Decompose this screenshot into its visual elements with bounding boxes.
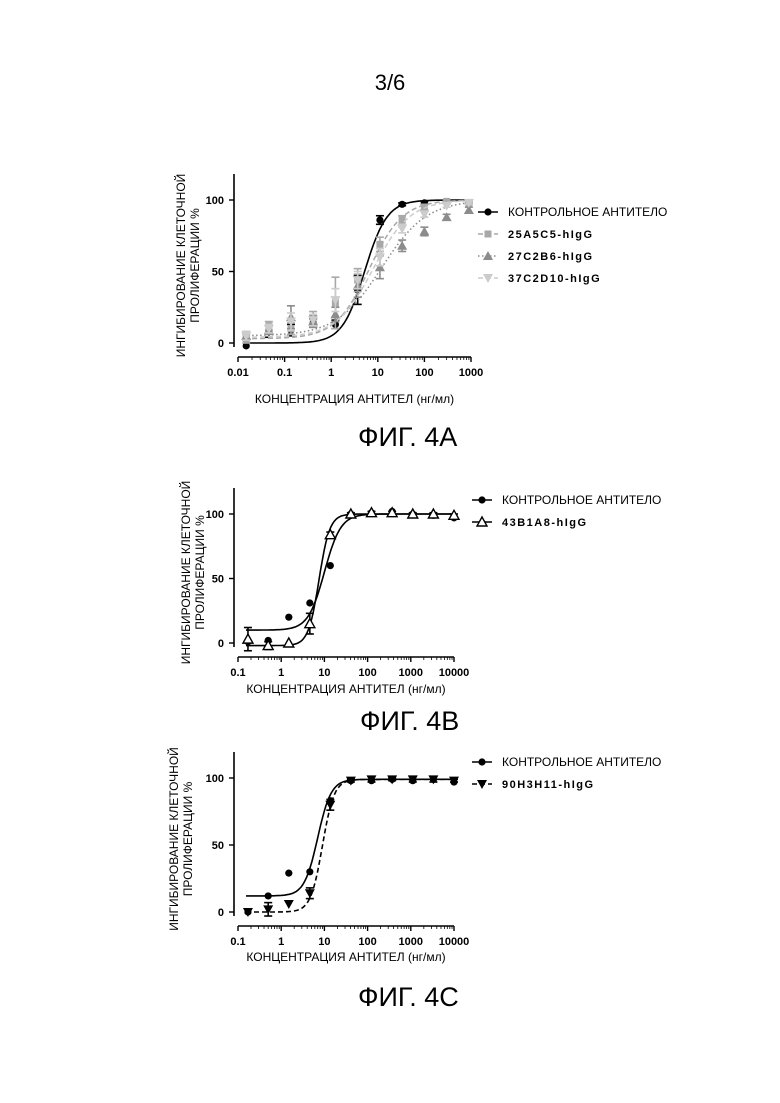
x-tick-label: 1000: [399, 936, 423, 948]
x-tick-label: 10000: [439, 936, 470, 948]
y-axis-title-line2: ПРОЛИФЕРАЦИИ %: [193, 515, 207, 630]
x-tick-label: 0.1: [230, 667, 245, 679]
data-point-s2: [243, 634, 253, 643]
data-point-s1: [399, 201, 406, 208]
y-axis-title-line1: ИНГИБИРОВАНИЕ КЛЕТОЧНОЙ: [166, 747, 181, 931]
x-tick-label: 10: [318, 936, 330, 948]
x-tick-label: 10: [372, 367, 384, 379]
y-tick-label: 50: [212, 574, 224, 586]
legend-label-1: КОНТРОЛЬНОЕ АНТИТЕЛО: [502, 493, 661, 507]
x-tick-label: 0.1: [230, 936, 245, 948]
x-tick-label: 100: [358, 667, 376, 679]
fit-curve-1: [246, 779, 454, 896]
x-tick-label: 1000: [459, 367, 483, 379]
y-tick-label: 100: [206, 195, 224, 207]
data-point-s4: [375, 253, 385, 262]
data-point-s2: [376, 241, 383, 248]
y-tick-label: 100: [206, 773, 224, 785]
y-axis-title-line1: ИНГИБИРОВАНИЕ КЛЕТОЧНОЙ: [173, 174, 188, 358]
data-point-s2: [263, 905, 273, 914]
y-tick-label: 50: [212, 840, 224, 852]
legend-marker-2: [485, 231, 492, 238]
y-tick-label: 0: [218, 338, 224, 350]
data-point-s1: [376, 216, 383, 223]
x-axis-title: КОНЦЕНТРАЦИЯ АНТИТЕЛ (нг/мл): [246, 682, 445, 696]
legend-marker-1: [484, 208, 491, 215]
fit-curve-2: [246, 779, 454, 912]
y-tick-label: 100: [206, 509, 224, 521]
legend-marker-2: [477, 780, 487, 789]
x-tick-label: 1000: [399, 667, 423, 679]
figure-4a-caption: ФИГ. 4А: [358, 422, 457, 453]
x-tick-label: 1: [278, 936, 284, 948]
figure-4a-panel: 0 50 100 0.01 0.1 1 10 100 1000 КОНЦЕНТРАЦИЯ АНТИ…: [0, 160, 780, 460]
y-tick-label: 0: [218, 638, 224, 650]
data-point-s1: [265, 892, 272, 899]
legend-label-3: 27C2B6-hIgG: [508, 251, 594, 263]
data-point-s2: [305, 889, 315, 898]
x-tick-label: 1: [278, 667, 284, 679]
data-point-s2: [305, 619, 315, 628]
data-point-s4: [442, 202, 452, 211]
fit-curve-1: [246, 514, 454, 630]
data-point-s3: [397, 241, 407, 250]
data-point-s2: [284, 900, 294, 909]
legend-marker-4: [483, 274, 493, 283]
figure-4c-panel: 0 50 100 0.1 1 10 100 1000 10000 КОНЦЕНТРАЦИЯ АНТ…: [0, 740, 780, 1030]
data-point-s2: [399, 217, 406, 224]
x-tick-label: 100: [358, 936, 376, 948]
x-tick-label: 10: [318, 667, 330, 679]
legend-label-2: 43B1A8-hIgG: [502, 517, 588, 529]
x-tick-label: 10000: [439, 667, 470, 679]
y-tick-label: 50: [212, 267, 224, 279]
data-point-s2: [284, 638, 294, 647]
figure-4b-caption: ФИГ. 4В: [360, 706, 459, 737]
x-tick-label: 1: [328, 367, 334, 379]
y-tick-label: 0: [218, 907, 224, 919]
x-tick-label: 0.01: [227, 367, 248, 379]
data-point-s1: [285, 870, 292, 877]
data-point-s1: [285, 614, 292, 621]
data-point-s1: [306, 599, 313, 606]
y-axis-title-line2: ПРОЛИФЕРАЦИИ %: [181, 781, 195, 896]
legend-label-2: 90H3H11-hIgG: [502, 779, 595, 791]
x-tick-label: 100: [415, 367, 433, 379]
legend-label-1: КОНТРОЛЬНОЕ АНТИТЕЛО: [508, 205, 667, 219]
fit-curve-2: [246, 514, 454, 646]
legend-label-1: КОНТРОЛЬНОЕ АНТИТЕЛО: [502, 755, 661, 769]
legend-label-2: 25A5C5-hIgG: [508, 229, 594, 241]
legend-marker-1: [478, 496, 485, 503]
figure-4b-panel: 0 50 100 0.1 1 10 100 1000 10000 КОНЦЕНТРАЦИЯ АНТ…: [0, 480, 780, 750]
figure-4a-chart: 0 50 100 0.01 0.1 1 10 100 1000 КОНЦЕНТРАЦИЯ АНТИ…: [0, 160, 780, 460]
figure-4c-caption: ФИГ. 4С: [358, 982, 459, 1013]
y-axis-title-line1: ИНГИБИРОВАНИЕ КЛЕТОЧНОЙ: [178, 481, 193, 665]
x-axis-title: КОНЦЕНТРАЦИЯ АНТИТЕЛ (нг/мл): [255, 392, 454, 406]
data-point-s2: [325, 530, 335, 539]
data-point-s1: [306, 868, 313, 875]
y-axis-title-line2: ПРОЛИФЕРАЦИИ %: [188, 208, 202, 323]
x-tick-label: 0.1: [277, 367, 292, 379]
data-point-s1: [327, 562, 334, 569]
x-axis-title: КОНЦЕНТРАЦИЯ АНТИТЕЛ (нг/мл): [246, 950, 445, 964]
page-number: 3/6: [0, 70, 780, 96]
legend-label-4: 37C2D10-hIgG: [508, 273, 601, 285]
legend-marker-1: [478, 758, 485, 765]
